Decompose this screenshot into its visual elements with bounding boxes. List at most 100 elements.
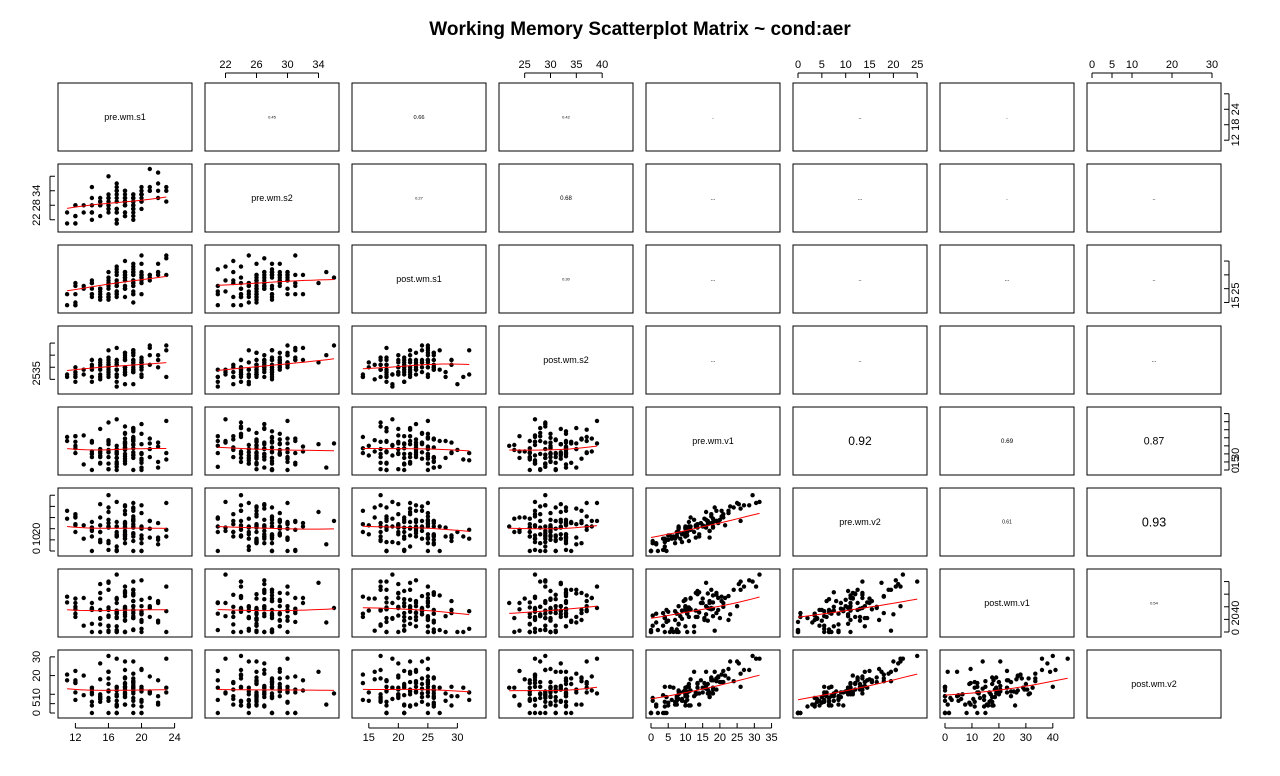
data-point	[992, 694, 998, 700]
data-point	[848, 629, 853, 635]
data-point	[584, 514, 589, 519]
data-point	[396, 595, 401, 601]
data-point	[269, 450, 275, 455]
data-point	[419, 694, 425, 700]
panel-0-1: 0.45	[204, 82, 340, 152]
data-point	[589, 688, 594, 693]
data-point	[795, 627, 801, 633]
data-point	[396, 450, 401, 456]
data-point	[114, 455, 119, 461]
data-point	[853, 614, 858, 620]
data-point	[838, 606, 844, 611]
data-point	[396, 502, 401, 507]
data-point	[106, 520, 111, 526]
data-point	[569, 710, 574, 716]
data-point	[712, 628, 717, 633]
data-point	[678, 536, 683, 541]
tick-label: 5	[31, 701, 43, 707]
data-point	[254, 446, 259, 451]
data-point	[666, 609, 671, 614]
data-point	[707, 694, 712, 700]
data-point	[407, 459, 413, 465]
data-point	[131, 192, 136, 197]
data-point	[106, 547, 111, 553]
data-point	[981, 704, 987, 709]
data-point	[114, 374, 119, 380]
data-point	[990, 681, 995, 687]
data-point	[517, 434, 522, 439]
data-point	[384, 379, 389, 384]
data-point	[747, 667, 752, 673]
data-point	[431, 524, 436, 529]
data-point	[425, 710, 431, 716]
data-point	[277, 519, 282, 525]
data-point	[402, 462, 407, 467]
panel-6-6: post.wm.v1	[939, 568, 1075, 638]
tick-label: 18	[1230, 119, 1242, 131]
data-point	[413, 610, 419, 616]
data-point	[238, 275, 244, 280]
data-point	[425, 548, 431, 554]
data-point	[215, 450, 220, 456]
data-point	[147, 526, 152, 531]
data-point	[543, 710, 548, 716]
data-point	[262, 421, 267, 427]
data-point	[300, 600, 306, 606]
data-point	[81, 595, 86, 601]
data-point	[860, 590, 865, 596]
data-point	[660, 547, 666, 553]
data-point	[425, 656, 431, 661]
data-point	[378, 520, 383, 526]
data-point	[407, 434, 413, 439]
data-point	[419, 440, 425, 445]
data-point	[594, 656, 600, 661]
variable-label: post.wm.s1	[396, 274, 442, 284]
data-point	[114, 499, 119, 505]
data-point	[396, 613, 401, 618]
tick-label: 16	[102, 732, 114, 744]
data-point	[507, 443, 512, 448]
data-point	[543, 689, 548, 694]
data-point	[563, 590, 569, 596]
smoother-line	[797, 673, 918, 701]
data-point	[719, 672, 724, 677]
data-point	[845, 588, 851, 594]
data-point	[1014, 690, 1019, 695]
data-point	[980, 659, 985, 664]
data-point	[407, 659, 413, 664]
data-point	[419, 593, 425, 599]
data-point	[131, 522, 136, 527]
data-point	[139, 184, 144, 190]
tick-label: 30	[1206, 59, 1218, 71]
data-point	[707, 690, 712, 695]
data-point	[223, 600, 228, 606]
bottom-axis-4: 0 5 10 15 20 25 30 35	[648, 723, 778, 744]
tick-label: 20	[392, 732, 404, 744]
data-point	[114, 184, 119, 190]
data-point	[543, 452, 548, 457]
data-point	[238, 379, 244, 384]
panel-0-7	[1086, 82, 1222, 152]
data-point	[122, 584, 128, 589]
data-point	[402, 685, 407, 690]
data-point	[449, 535, 454, 540]
data-point	[512, 516, 517, 521]
data-point	[543, 623, 548, 628]
data-point	[64, 672, 70, 677]
data-point	[558, 612, 563, 617]
data-point	[667, 629, 673, 635]
data-point	[419, 360, 425, 365]
data-point	[378, 420, 383, 425]
data-point	[716, 518, 721, 524]
data-point	[579, 617, 584, 623]
data-point	[396, 661, 401, 666]
data-point	[437, 367, 442, 372]
data-point	[848, 681, 853, 687]
data-point	[396, 523, 401, 528]
data-point	[703, 612, 709, 617]
data-point	[538, 434, 543, 439]
data-point	[106, 681, 111, 687]
data-point	[698, 678, 704, 683]
data-point	[900, 572, 906, 577]
